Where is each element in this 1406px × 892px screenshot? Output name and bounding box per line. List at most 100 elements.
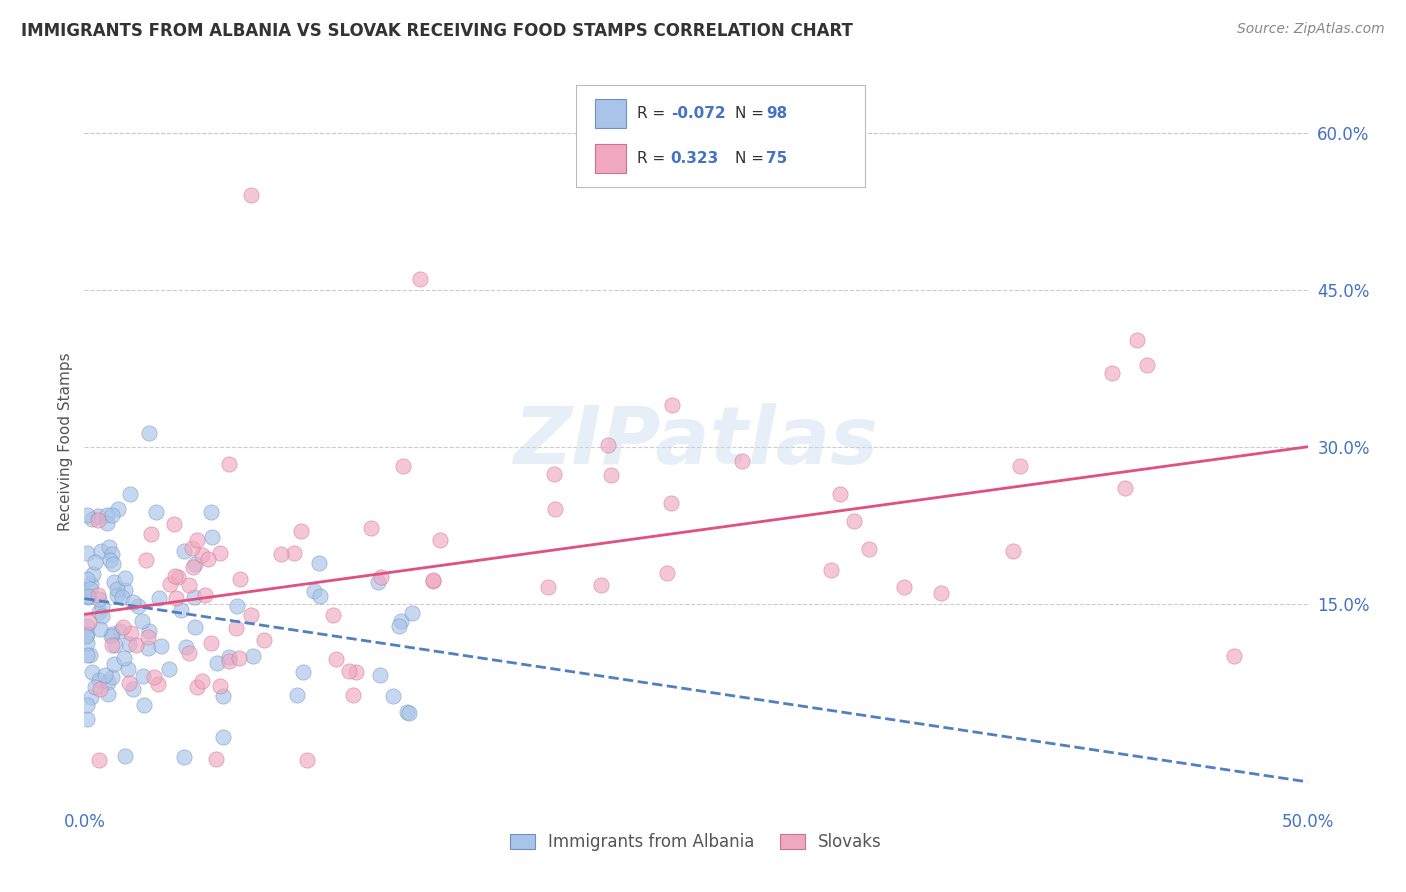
- Point: [100, 547, 122, 561]
- Point: [180, 541, 202, 555]
- Point: [163, 569, 186, 583]
- Point: [138, 624, 160, 639]
- Point: [401, 607, 423, 621]
- Point: [79, 582, 101, 597]
- Point: [344, 665, 367, 679]
- Text: IMMIGRANTS FROM ALBANIA VS SLOVAK RECEIVING FOOD STAMPS CORRELATION CHART: IMMIGRANTS FROM ALBANIA VS SLOVAK RECEIV…: [21, 22, 853, 40]
- Point: [124, 638, 146, 652]
- Point: [285, 688, 308, 702]
- Point: [89, 673, 111, 687]
- Point: [103, 575, 125, 590]
- Point: [76, 713, 98, 727]
- Point: [398, 706, 420, 720]
- Point: [201, 530, 224, 544]
- Point: [392, 459, 415, 474]
- Point: [225, 622, 247, 636]
- Legend: Immigrants from Albania, Slovaks: Immigrants from Albania, Slovaks: [502, 825, 890, 860]
- Point: [337, 664, 360, 678]
- Text: -0.072: -0.072: [671, 106, 725, 121]
- Point: [367, 574, 389, 589]
- Point: [537, 580, 560, 594]
- Point: [544, 501, 567, 516]
- Point: [395, 705, 418, 719]
- Y-axis label: Receiving Food Stamps: Receiving Food Stamps: [58, 352, 73, 531]
- Point: [76, 546, 98, 560]
- Point: [325, 651, 347, 665]
- Point: [295, 753, 318, 767]
- Point: [86, 588, 108, 602]
- Point: [1126, 333, 1149, 347]
- Point: [96, 516, 118, 531]
- Point: [127, 599, 149, 613]
- Point: [828, 487, 851, 501]
- Point: [165, 591, 187, 605]
- Point: [100, 670, 122, 684]
- Point: [659, 496, 682, 510]
- Point: [94, 668, 117, 682]
- Point: [661, 398, 683, 412]
- Point: [370, 570, 392, 584]
- Point: [1001, 544, 1024, 558]
- Point: [77, 590, 100, 604]
- Point: [148, 591, 170, 606]
- Point: [83, 555, 105, 569]
- Point: [131, 669, 153, 683]
- Point: [205, 657, 228, 671]
- Point: [87, 513, 110, 527]
- Point: [98, 553, 121, 567]
- Point: [132, 698, 155, 712]
- Point: [150, 639, 173, 653]
- Point: [589, 578, 612, 592]
- Point: [136, 640, 159, 655]
- Point: [290, 524, 312, 538]
- Point: [186, 680, 208, 694]
- Point: [76, 572, 98, 586]
- Point: [79, 648, 101, 663]
- Point: [322, 608, 344, 623]
- Point: [114, 582, 136, 597]
- Point: [80, 511, 103, 525]
- Text: R =: R =: [637, 106, 671, 121]
- Point: [120, 626, 142, 640]
- Point: [173, 544, 195, 558]
- Point: [143, 670, 166, 684]
- Point: [209, 679, 232, 693]
- Point: [929, 586, 952, 600]
- Point: [87, 605, 110, 619]
- Point: [76, 589, 98, 603]
- Point: [108, 624, 131, 638]
- Point: [139, 527, 162, 541]
- Point: [107, 502, 129, 516]
- Point: [100, 629, 122, 643]
- Point: [118, 676, 141, 690]
- Point: [197, 552, 219, 566]
- Point: [360, 521, 382, 535]
- Point: [422, 573, 444, 587]
- Point: [162, 516, 184, 531]
- Point: [105, 588, 128, 602]
- Point: [858, 541, 880, 556]
- Point: [218, 654, 240, 668]
- Point: [200, 505, 222, 519]
- Point: [90, 544, 112, 558]
- Point: [184, 557, 207, 571]
- Point: [159, 577, 181, 591]
- Point: [96, 508, 118, 523]
- Point: [84, 681, 107, 695]
- Point: [114, 571, 136, 585]
- Point: [101, 508, 124, 522]
- Point: [138, 425, 160, 440]
- Point: [103, 657, 125, 672]
- Point: [368, 668, 391, 682]
- Text: N =: N =: [735, 151, 769, 166]
- Point: [598, 438, 620, 452]
- Point: [87, 508, 110, 523]
- Text: N =: N =: [735, 106, 769, 121]
- Point: [76, 626, 98, 640]
- Point: [177, 646, 200, 660]
- Point: [218, 457, 240, 471]
- Point: [179, 578, 201, 592]
- Point: [893, 580, 915, 594]
- Point: [283, 546, 305, 560]
- Point: [79, 615, 101, 629]
